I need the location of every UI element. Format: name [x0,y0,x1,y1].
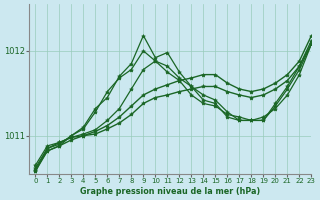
X-axis label: Graphe pression niveau de la mer (hPa): Graphe pression niveau de la mer (hPa) [80,187,260,196]
